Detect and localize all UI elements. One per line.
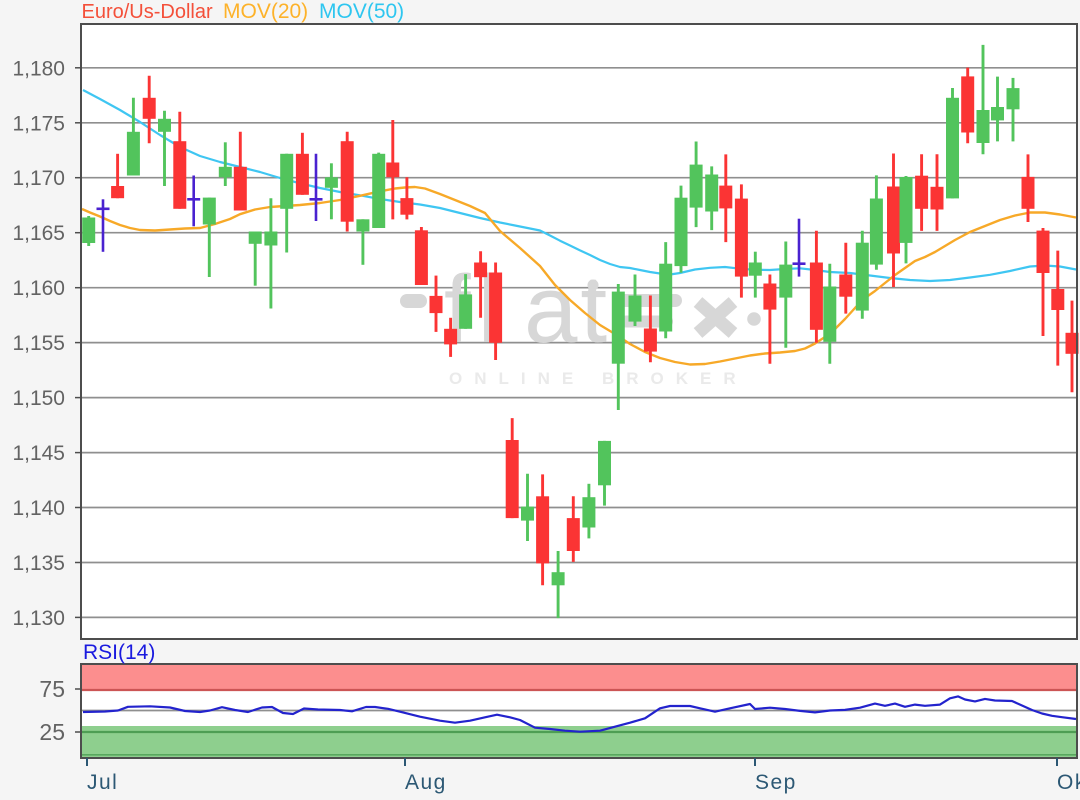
svg-text:1,145: 1,145	[12, 442, 65, 465]
svg-text:75: 75	[39, 676, 65, 702]
svg-text:1,175: 1,175	[12, 112, 65, 135]
svg-text:Jul: Jul	[87, 771, 118, 794]
svg-text:Euro/Us-Dollar: Euro/Us-Dollar	[82, 1, 213, 23]
svg-text:Aug: Aug	[405, 771, 447, 794]
svg-text:1,165: 1,165	[12, 222, 65, 245]
svg-text:MOV(50): MOV(50)	[319, 0, 404, 23]
svg-text:1,130: 1,130	[12, 607, 65, 630]
svg-text:Sep: Sep	[755, 771, 797, 794]
svg-text:1,180: 1,180	[12, 57, 65, 80]
svg-text:1,170: 1,170	[12, 167, 65, 190]
svg-text:Okt: Okt	[1057, 771, 1080, 794]
svg-text:1,135: 1,135	[12, 552, 65, 575]
svg-text:1,160: 1,160	[12, 277, 65, 300]
svg-text:1,140: 1,140	[12, 497, 65, 520]
svg-text:MOV(20): MOV(20)	[223, 0, 308, 23]
svg-text:25: 25	[39, 719, 65, 745]
svg-text:at: at	[524, 256, 610, 363]
svg-text:ONLINE BROKER: ONLINE BROKER	[449, 369, 748, 388]
svg-text:1,150: 1,150	[12, 387, 65, 410]
svg-text:RSI(14): RSI(14)	[83, 641, 155, 664]
svg-text:1,155: 1,155	[12, 332, 65, 355]
